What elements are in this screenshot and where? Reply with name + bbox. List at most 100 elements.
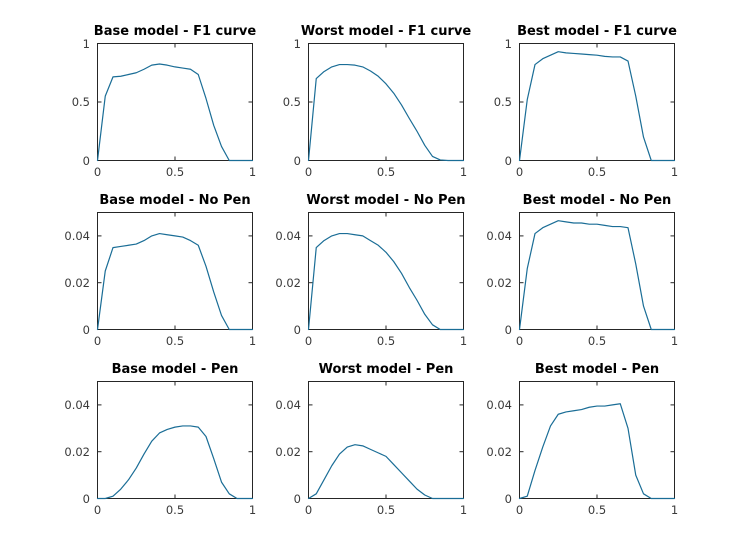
subplot-2-3: Best model - No Pen 0 0.02 0.04 0 0.5 1: [486, 193, 678, 348]
y-tick-label: 0.04: [275, 397, 301, 412]
x-tick-label: 0.5: [587, 334, 607, 348]
data-line: [307, 63, 465, 162]
subplot-2-2: Worst model - No Pen 0 0.02 0.04 0 0.5 1: [275, 193, 467, 348]
y-tick-label: 1: [82, 36, 90, 51]
y-tick-label: 0.02: [486, 275, 512, 290]
data-line: [307, 444, 465, 500]
x-tick-label: 0.5: [376, 165, 396, 179]
y-tick-label: 0: [82, 322, 90, 337]
y-tick-label: 0.04: [486, 228, 512, 243]
plot-title: Base model - No Pen: [99, 193, 251, 208]
x-tick-label: 0.5: [165, 165, 185, 179]
x-tick-label: 1: [459, 503, 468, 517]
x-tick-label: 0.5: [587, 165, 607, 179]
x-tick-label: 0: [93, 165, 102, 179]
y-tick-label: 0: [82, 153, 90, 168]
x-tick-label: 0.5: [165, 503, 185, 517]
data-line: [96, 425, 254, 500]
x-tick-label: 1: [248, 503, 257, 517]
subplot-1-3: Best model - F1 curve 0 0.5 1 0 0.5 1: [494, 24, 678, 179]
y-tick-label: 0: [293, 153, 301, 168]
y-tick-label: 0: [504, 491, 512, 506]
plot-title: Best model - F1 curve: [517, 24, 677, 39]
x-tick-label: 0: [515, 503, 524, 517]
plot-title: Base model - F1 curve: [93, 24, 257, 39]
y-tick-label: 0.02: [64, 275, 90, 290]
y-tick-label: 0.5: [71, 95, 90, 109]
y-tick-label: 0.5: [493, 95, 512, 109]
x-tick-label: 0: [304, 165, 313, 179]
plot-area: [518, 212, 676, 331]
x-tick-label: 0: [304, 334, 313, 348]
axes-box: [519, 381, 675, 499]
plot-area: [307, 43, 465, 162]
plot-area: [96, 43, 254, 162]
y-tick-label: 1: [504, 36, 512, 51]
x-tick-label: 0: [93, 503, 102, 517]
x-tick-label: 1: [248, 165, 257, 179]
plot-area: [307, 212, 465, 331]
subplot-3-1: Base model - Pen 0 0.02 0.04 0 0.5 1: [64, 362, 256, 517]
axes-box: [308, 43, 464, 161]
y-tick-label: 0.04: [275, 228, 301, 243]
x-tick-label: 0: [93, 334, 102, 348]
y-tick-label: 0: [82, 491, 90, 506]
x-tick-label: 0: [515, 334, 524, 348]
plot-title: Worst model - Pen: [318, 362, 454, 377]
x-tick-label: 1: [670, 165, 679, 179]
y-tick-label: 0.02: [64, 444, 90, 459]
axes-box: [97, 212, 253, 330]
plot-area: [96, 381, 254, 500]
y-tick-label: 0: [293, 322, 301, 337]
x-tick-label: 0.5: [376, 503, 396, 517]
data-line: [518, 220, 676, 331]
x-tick-label: 0: [515, 165, 524, 179]
y-tick-label: 0: [504, 153, 512, 168]
x-tick-label: 0.5: [165, 334, 185, 348]
axes-box: [519, 43, 675, 161]
axes-box: [97, 381, 253, 499]
data-line: [518, 403, 676, 500]
data-line: [96, 63, 254, 162]
plot-area: [518, 43, 676, 162]
data-line: [518, 51, 676, 162]
x-tick-label: 1: [670, 503, 679, 517]
plot-title: Best model - Pen: [534, 362, 660, 377]
y-tick-label: 0.02: [486, 444, 512, 459]
x-tick-label: 1: [248, 334, 257, 348]
plot-area: [96, 212, 254, 331]
x-tick-label: 0.5: [587, 503, 607, 517]
y-tick-label: 1: [293, 36, 301, 51]
data-line: [96, 232, 254, 331]
subplot-3-2: Worst model - Pen 0 0.02 0.04 0 0.5 1: [275, 362, 467, 517]
x-tick-label: 1: [459, 165, 468, 179]
y-tick-label: 0.5: [282, 95, 301, 109]
axes-box: [519, 212, 675, 330]
x-tick-label: 1: [459, 334, 468, 348]
x-tick-label: 1: [670, 334, 679, 348]
plot-title: Worst model - F1 curve: [300, 24, 472, 39]
y-tick-label: 0.02: [275, 275, 301, 290]
plot-title: Worst model - No Pen: [306, 193, 466, 208]
plot-title: Best model - No Pen: [522, 193, 672, 208]
y-tick-label: 0.04: [486, 397, 512, 412]
y-tick-label: 0: [293, 491, 301, 506]
axes-box: [308, 381, 464, 499]
y-tick-label: 0: [504, 322, 512, 337]
axes-box: [97, 43, 253, 161]
plot-area: [518, 381, 676, 500]
y-tick-label: 0.04: [64, 228, 90, 243]
plot-title: Base model - Pen: [111, 362, 239, 377]
y-tick-label: 0.02: [275, 444, 301, 459]
subplot-2-1: Base model - No Pen 0 0.02 0.04 0 0.5 1: [64, 193, 256, 348]
subplot-1-2: Worst model - F1 curve 0 0.5 1 0 0.5 1: [283, 24, 471, 179]
axes-box: [308, 212, 464, 330]
plot-area: [307, 381, 465, 500]
x-tick-label: 0.5: [376, 334, 396, 348]
subplot-1-1: Base model - F1 curve 0 0.5 1 0 0.5 1: [72, 24, 256, 179]
subplot-3-3: Best model - Pen 0 0.02 0.04 0 0.5 1: [486, 362, 678, 517]
y-tick-label: 0.04: [64, 397, 90, 412]
data-line: [307, 232, 465, 331]
x-tick-label: 0: [304, 503, 313, 517]
